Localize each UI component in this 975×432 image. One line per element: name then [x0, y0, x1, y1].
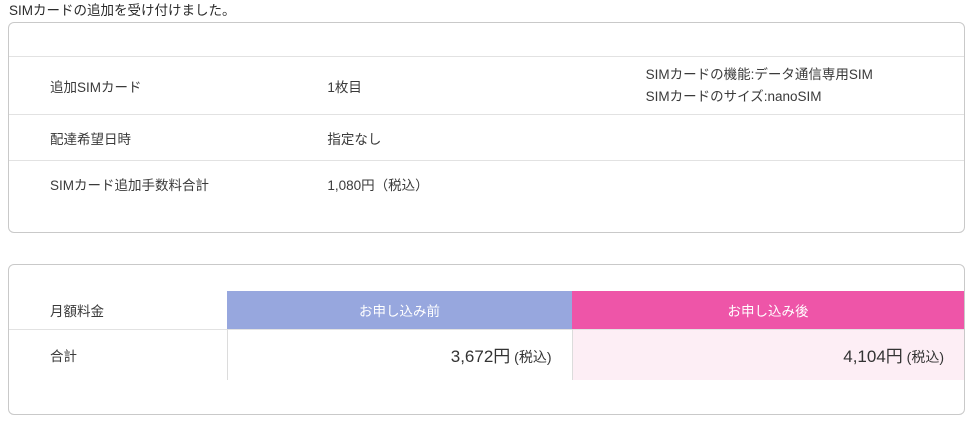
- sim-fee-total-value: 1,080円（税込）: [327, 160, 646, 206]
- total-before-tax-note: (税込): [510, 349, 552, 366]
- sim-fee-total-label: SIMカード追加手数料合計: [9, 160, 328, 206]
- monthly-fee-header-label: 月額料金: [50, 304, 104, 319]
- column-header-after: お申し込み後: [572, 291, 964, 330]
- sim-card-detail: SIMカードの機能:データ通信専用SIM SIMカードのサイズ:nanoSIM: [645, 56, 964, 115]
- spacer-cell: [9, 23, 964, 57]
- total-before-cell: 3,672円 (税込): [227, 329, 573, 380]
- table-row: SIMカード追加手数料合計 1,080円（税込）: [9, 160, 964, 206]
- order-summary-table: 追加SIMカード 1枚目 SIMカードの機能:データ通信専用SIM SIMカード…: [9, 23, 964, 206]
- delivery-datetime-value: 指定なし: [327, 114, 646, 161]
- total-after-amount: 4,104円: [843, 347, 903, 367]
- sim-function-text: SIMカードの機能:データ通信専用SIM: [645, 66, 873, 82]
- monthly-fee-card: 月額料金 お申し込み前 お申し込み後 合計 3,672円 (税込) 4,104円…: [8, 264, 965, 415]
- delivery-datetime-label: 配達希望日時: [9, 114, 328, 161]
- page-title: SIMカードの追加を受け付けました。: [9, 3, 236, 18]
- monthly-fee-table: 月額料金 お申し込み前 お申し込み後 合計 3,672円 (税込) 4,104円…: [9, 291, 964, 380]
- table-header-row: 月額料金 お申し込み前 お申し込み後: [9, 291, 964, 330]
- order-summary-card: 追加SIMカード 1枚目 SIMカードの機能:データ通信専用SIM SIMカード…: [8, 22, 965, 233]
- total-after-tax-note: (税込): [902, 349, 944, 366]
- empty-cell: [645, 160, 964, 206]
- total-before-amount: 3,672円: [450, 347, 511, 367]
- total-row-label: 合計: [9, 329, 228, 380]
- sim-size-text: SIMカードのサイズ:nanoSIM: [645, 88, 822, 104]
- sim-card-count: 1枚目: [327, 56, 646, 115]
- table-row: 配達希望日時 指定なし: [9, 114, 964, 161]
- table-row: 合計 3,672円 (税込) 4,104円 (税込): [9, 329, 964, 380]
- column-header-before: お申し込み前: [227, 291, 572, 330]
- empty-cell: [645, 114, 964, 161]
- total-after-cell: 4,104円 (税込): [572, 329, 964, 380]
- sim-card-label: 追加SIMカード: [9, 56, 328, 115]
- table-row: 追加SIMカード 1枚目 SIMカードの機能:データ通信専用SIM SIMカード…: [9, 56, 964, 115]
- table-spacer-row: [9, 23, 964, 57]
